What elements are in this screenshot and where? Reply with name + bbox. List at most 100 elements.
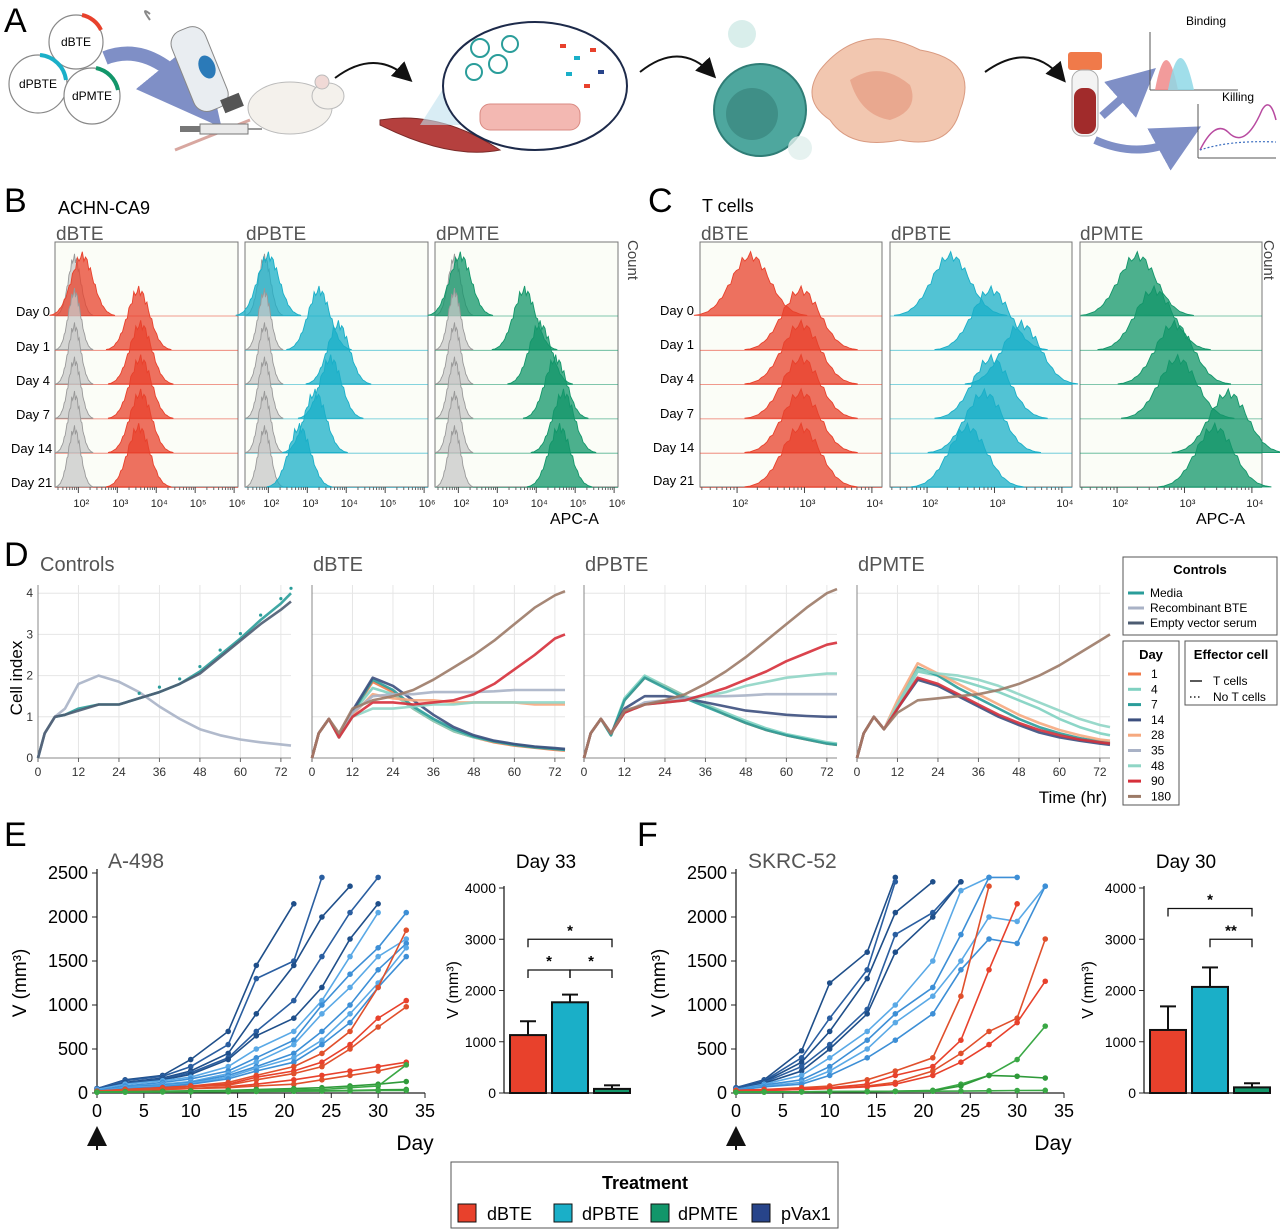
panel-f-title: SKRC-52: [748, 850, 837, 873]
binding-mini-chart: Binding: [1149, 14, 1238, 91]
panel-c: C T cells dBTE dPBTE dPMTE Day 0 Day 1 D…: [648, 182, 1280, 528]
axis-tick-label: 10⁶: [419, 498, 436, 510]
axis-tick-label: 10⁴: [531, 498, 548, 510]
legend-controls-item-2: Empty vector serum: [1150, 616, 1257, 630]
growth-point: [291, 1055, 297, 1061]
panel-c-day-0: Day 0: [660, 303, 694, 318]
growth-point: [986, 967, 992, 973]
growth-point: [864, 1011, 870, 1017]
growth-point: [347, 1028, 353, 1035]
x-tick-label: 20: [274, 1101, 294, 1121]
panel-c-day-4: Day 14: [653, 440, 694, 455]
panel-b-col-2: dPMTE: [436, 224, 499, 245]
big-arrow-icon: [1099, 68, 1156, 119]
panel-b-day-5: Day 21: [11, 475, 52, 490]
panel-b-col-0: dBTE: [56, 224, 104, 245]
x-tick-label: 24: [931, 765, 945, 779]
histogram-peak: [744, 353, 858, 419]
bar-dbte: [509, 1034, 547, 1095]
legend-controls: Controls Media Recombinant BTE Empty vec…: [1122, 556, 1278, 636]
x-tick-label: 48: [193, 765, 207, 779]
growth-point: [958, 879, 964, 885]
panel-c-letter: C: [648, 182, 673, 220]
growth-line-dbte: [735, 903, 1018, 1092]
growth-line-dpbte: [735, 885, 1047, 1092]
legend-effector: Effector cell T cells No T cells: [1184, 640, 1278, 706]
growth-point: [291, 1050, 297, 1057]
control-peak: [54, 390, 94, 454]
growth-point: [403, 945, 410, 951]
legend-day-item: 14: [1151, 713, 1165, 727]
axis-tick-label: 10²: [1112, 498, 1128, 510]
growth-point: [1042, 1075, 1049, 1081]
growth-point: [930, 1068, 936, 1074]
significance-bracket: [1209, 938, 1253, 948]
legend-effector-item-0: T cells: [1213, 674, 1247, 688]
plasmid-dpmte: dPMTE: [63, 66, 121, 125]
y-tick-label: 1500: [48, 951, 88, 971]
panel-c-xlabel: APC-A: [1196, 511, 1245, 528]
y-tick-label: 1000: [687, 995, 727, 1015]
x-tick-label: 72: [274, 765, 288, 779]
mouse-icon: [174, 74, 345, 152]
y-tick-label: 3000: [465, 931, 496, 947]
flow-arrow-icon: [984, 56, 1066, 83]
panel-b-ylabel: Count: [624, 240, 641, 281]
growth-point: [986, 883, 992, 889]
axis-tick-label: 10²: [732, 498, 748, 510]
x-tick-label: 36: [427, 765, 441, 779]
flow-arrow-icon: [639, 55, 717, 79]
axis-tick-label: 10⁴: [151, 498, 168, 510]
panel-d-letter: D: [4, 536, 29, 574]
dotted-no-t-cell-point: [157, 685, 162, 689]
axis-tick-label: 10⁶: [229, 498, 246, 510]
legend-swatch-dbte: [457, 1203, 477, 1223]
control-peak: [434, 425, 474, 488]
growth-point: [319, 1063, 325, 1070]
big-arrow-icon: [102, 35, 222, 128]
growth-point: [864, 949, 870, 955]
growth-point: [1042, 936, 1049, 942]
x-tick-label: 20: [913, 1101, 933, 1121]
bar-dpbte: [551, 1001, 589, 1094]
y-tick-label: 3: [26, 627, 33, 641]
axis-tick-label: 10²: [263, 498, 279, 510]
growth-point: [225, 1063, 231, 1070]
growth-point: [225, 1028, 231, 1035]
panel-e-bar-chart: 0 1000 2000 3000 4000 * * *: [465, 880, 631, 1101]
binding-label: Binding: [1186, 14, 1226, 28]
growth-point: [958, 1083, 964, 1089]
growth-point: [347, 909, 353, 916]
growth-point: [375, 945, 381, 951]
growth-point: [798, 1068, 805, 1074]
x-tick-label: 0: [731, 1101, 741, 1121]
panel-b-day-4: Day 14: [11, 441, 52, 456]
growth-point: [291, 1081, 297, 1087]
histogram-peak: [235, 251, 302, 316]
panel-d-plot-dpmte: 0 12 24 36 48 60 72: [854, 585, 1111, 779]
big-arrow-icon: [1093, 126, 1202, 171]
legend-effector-item-1: No T cells: [1213, 690, 1266, 704]
growth-point: [347, 1068, 353, 1074]
growth-point: [798, 1072, 805, 1079]
growth-point: [253, 1046, 260, 1052]
growth-point: [826, 1063, 833, 1070]
growth-point: [798, 1063, 805, 1070]
legend-day-item: 35: [1151, 744, 1165, 758]
histogram-peak: [1158, 421, 1272, 488]
growth-point: [930, 1011, 936, 1017]
panel-f-xlabel: Day: [1034, 1132, 1072, 1155]
y-tick-label: 1: [26, 710, 33, 724]
y-tick-label: 2: [26, 669, 33, 683]
x-tick-label: 35: [415, 1101, 435, 1121]
histogram-peak: [744, 421, 858, 488]
y-tick-label: 4000: [1105, 880, 1136, 896]
axis-tick-label: 10³: [800, 498, 816, 510]
electroporator-icon: [144, 10, 244, 114]
legend-controls-item-0: Media: [1150, 586, 1183, 600]
growth-point: [319, 1059, 325, 1065]
panel-d-plot-dpbte: 0 12 24 36 48 60 72: [581, 585, 838, 779]
growth-point: [403, 953, 410, 960]
growth-point: [892, 1068, 899, 1074]
significance-star: **: [1225, 922, 1237, 939]
